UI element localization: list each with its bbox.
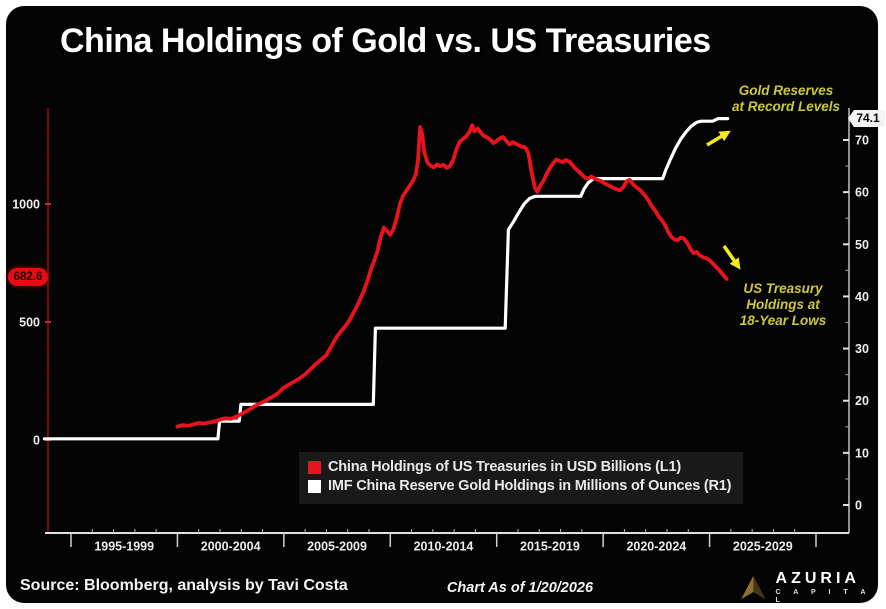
treasuries-line (175, 123, 729, 429)
legend-item-gold: IMF China Reserve Gold Holdings in Milli… (308, 477, 732, 496)
legend-label-gold: IMF China Reserve Gold Holdings in Milli… (328, 478, 732, 494)
treasury-arrow-icon (722, 244, 741, 270)
azuria-triangle-icon (741, 576, 766, 599)
gold-line (42, 116, 730, 441)
x-axis-tick-label: 2005-2009 (307, 540, 367, 554)
annotation-arrows (706, 130, 741, 270)
left-axis-tick-label: 1000 (12, 198, 40, 212)
right-axis-tick-label: 70 (855, 134, 869, 148)
legend-label-treasuries: China Holdings of US Treasuries in USD B… (328, 459, 681, 475)
x-axis-tick-label: 2025-2029 (733, 540, 793, 554)
as-of-date: Chart As of 1/20/2026 (446, 580, 594, 596)
right-axis-tick-label: 0 (855, 499, 862, 513)
annotation-line: at Record Levels (731, 99, 841, 114)
treasuries-swatch-icon (308, 461, 321, 474)
right-axis-tick-label: 60 (855, 186, 869, 200)
annotation-line: US Treasury (743, 281, 823, 296)
brand-logo: AZURIA C A P I T A L (740, 571, 886, 605)
annotation-line: Gold Reserves (738, 83, 834, 98)
x-axis-tick-label: 2015-2019 (520, 540, 580, 554)
gold-record-annotation: Gold Reserves at Record Levels (700, 83, 872, 115)
x-axis-tick-label: 2020-2024 (626, 540, 686, 554)
legend-item-treasuries: China Holdings of US Treasuries in USD B… (308, 458, 731, 477)
gold-arrow-icon (706, 130, 731, 147)
annotation-line: 18-Year Lows (739, 313, 827, 328)
annotation-line: Holdings at (746, 297, 820, 312)
last-value-tag-right: 74.1 (848, 110, 885, 127)
x-axis-tick-label: 1995-1999 (94, 540, 154, 554)
brand-name: AZURIA (775, 570, 860, 587)
brand-text: AZURIA C A P I T A L (776, 571, 886, 605)
series-layer (42, 116, 730, 441)
last-value-badge-left: 682.6 (8, 268, 48, 286)
right-axis-tick-label: 40 (855, 290, 869, 304)
page-title: China Holdings of Gold vs. US Treasuries (60, 22, 711, 60)
chart-legend: China Holdings of US Treasuries in USD B… (299, 452, 744, 504)
right-axis-tick-label: 50 (855, 238, 869, 252)
x-axis-tick-label: 2000-2004 (201, 540, 261, 554)
brand-subtitle: C A P I T A L (775, 589, 871, 604)
right-axis-tick-label: 10 (855, 446, 869, 460)
axes-layer: 0 500 1000 0 10 20 30 40 50 60 70 1995-1999 2000-200… (12, 108, 869, 554)
left-axis-tick-label: 500 (19, 316, 40, 330)
x-axis-tick-label: 2010-2014 (414, 540, 474, 554)
gold-swatch-icon (308, 480, 321, 493)
right-axis-tick-label: 30 (855, 342, 869, 356)
right-axis-tick-label: 20 (855, 394, 869, 408)
treasury-lows-annotation: US Treasury Holdings at 18-Year Lows (714, 281, 852, 329)
source-credit: Source: Bloomberg, analysis by Tavi Cost… (20, 577, 348, 594)
left-axis-tick-label: 0 (33, 434, 40, 448)
